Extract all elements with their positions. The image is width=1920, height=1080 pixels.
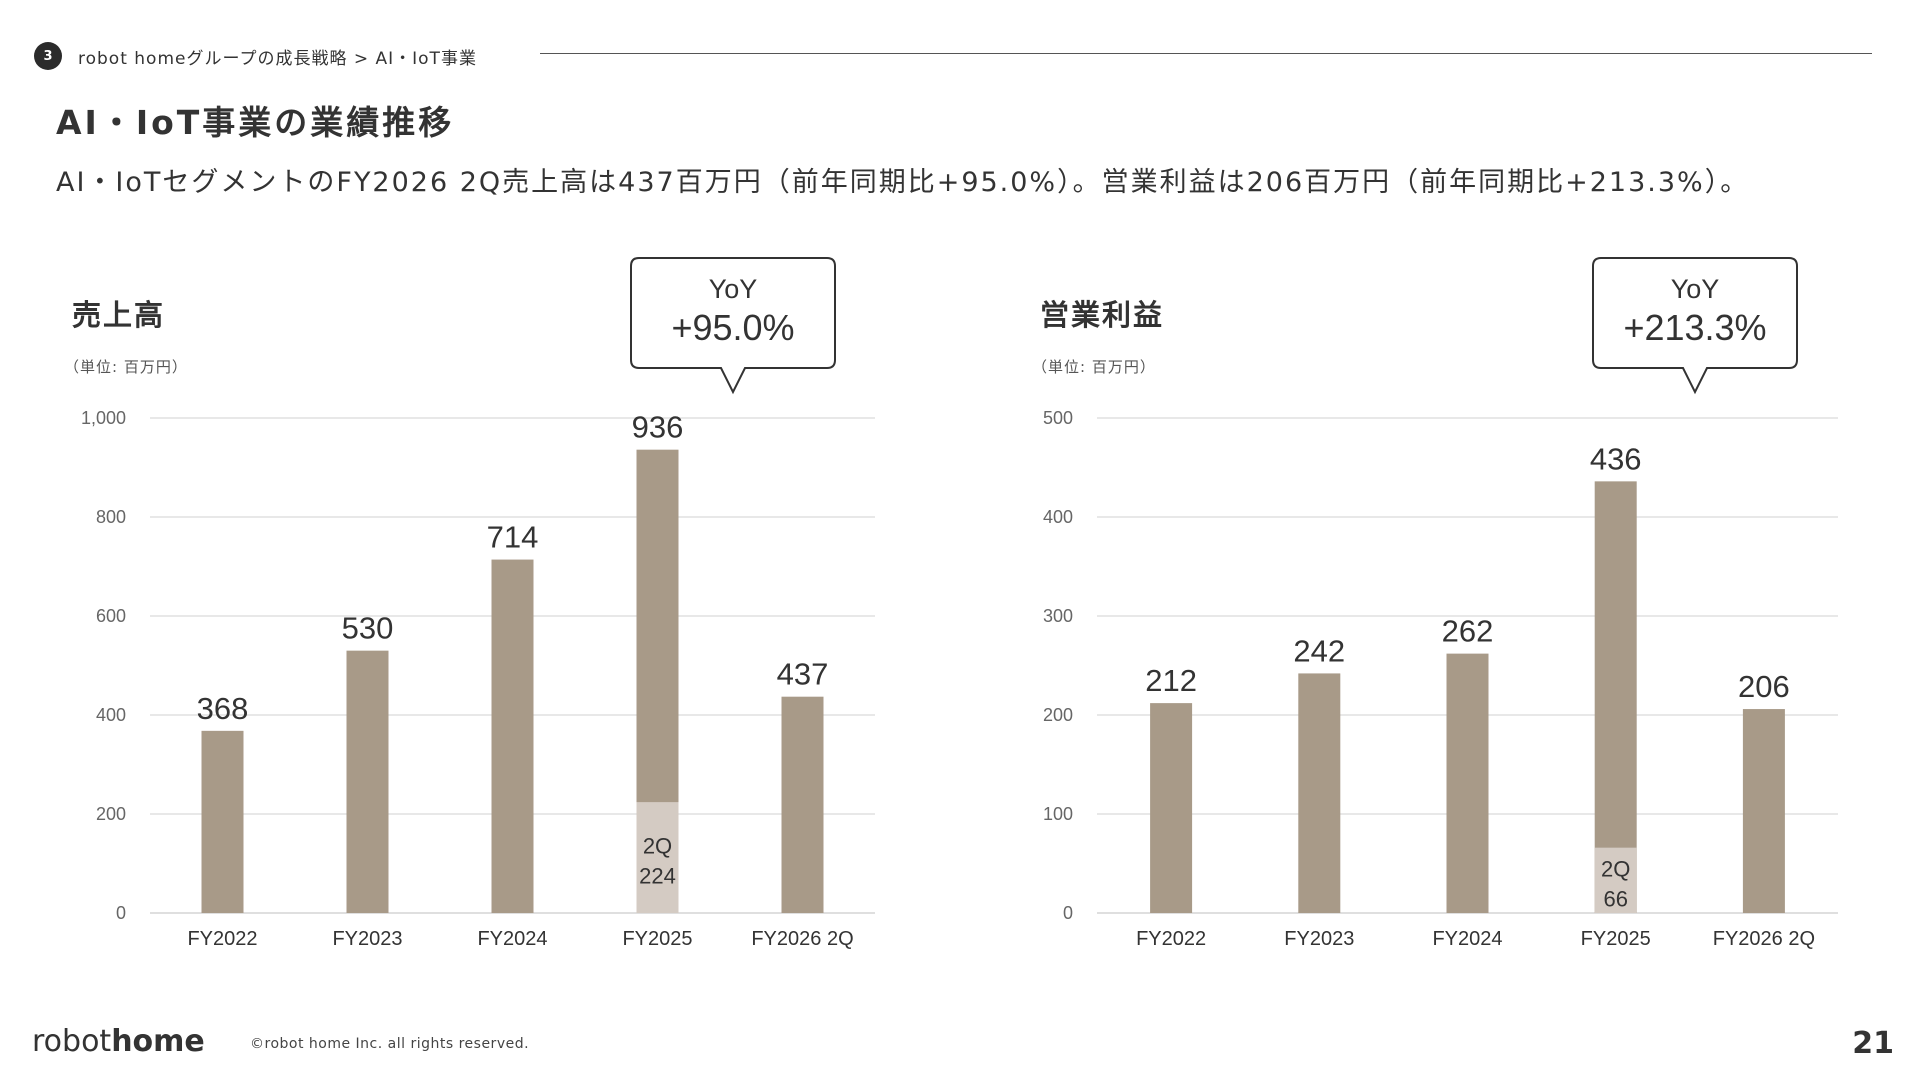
segment-value-2q: 224 bbox=[639, 864, 676, 889]
data-label: 437 bbox=[777, 657, 829, 692]
page-lead-text: AI・IoTセグメントのFY2026 2Q売上高は437百万円（前年同期比+95… bbox=[56, 167, 1750, 198]
x-tick-label: FY2026 2Q bbox=[1713, 928, 1815, 950]
bar-segment-2q bbox=[1594, 847, 1637, 913]
y-tick-label: 0 bbox=[116, 903, 126, 923]
breadcrumb-divider bbox=[540, 53, 1872, 54]
bar-fy2024 bbox=[491, 559, 534, 913]
chart-title-operating-profit: 営業利益 bbox=[1040, 298, 1165, 332]
bar-fy2024 bbox=[1446, 653, 1489, 913]
yoy-callout bbox=[1592, 257, 1798, 395]
bar-fy2023 bbox=[1298, 673, 1341, 913]
robot-home-logo: robothome bbox=[32, 1024, 205, 1059]
bar-segment-2q bbox=[636, 802, 679, 913]
y-tick-label: 0 bbox=[1063, 903, 1073, 923]
data-label: 530 bbox=[342, 611, 394, 646]
x-tick-label: FY2025 bbox=[1581, 928, 1651, 950]
segment-label-2q: 2Q bbox=[643, 834, 672, 859]
x-tick-label: FY2024 bbox=[477, 928, 547, 950]
y-tick-label: 600 bbox=[96, 606, 126, 626]
x-tick-label: FY2023 bbox=[1284, 928, 1354, 950]
x-tick-label: FY2024 bbox=[1432, 928, 1502, 950]
bar-fy2022 bbox=[201, 730, 244, 913]
y-tick-label: 300 bbox=[1043, 606, 1073, 626]
data-label: 436 bbox=[1590, 441, 1642, 476]
x-tick-label: FY2023 bbox=[332, 928, 402, 950]
yoy-callout-label: YoY bbox=[709, 274, 758, 304]
y-tick-label: 400 bbox=[1043, 507, 1073, 527]
x-tick-label: FY2022 bbox=[187, 928, 257, 950]
y-tick-label: 800 bbox=[96, 507, 126, 527]
page-title: AI・IoT事業の業績推移 bbox=[56, 103, 455, 142]
copyright-text: ©robot home Inc. all rights reserved. bbox=[250, 1036, 530, 1052]
yoy-callout-value: +213.3% bbox=[1623, 307, 1766, 348]
y-tick-label: 400 bbox=[96, 705, 126, 725]
data-label: 206 bbox=[1738, 669, 1790, 704]
bar-fy2025 bbox=[1594, 481, 1637, 913]
x-tick-label: FY2025 bbox=[622, 928, 692, 950]
data-label: 262 bbox=[1442, 614, 1494, 649]
data-label: 242 bbox=[1293, 633, 1345, 668]
x-tick-label: FY2022 bbox=[1136, 928, 1206, 950]
y-tick-label: 100 bbox=[1043, 804, 1073, 824]
chart-unit-sales: （単位: 百万円） bbox=[64, 358, 188, 376]
segment-value-2q: 66 bbox=[1603, 886, 1627, 911]
data-label: 368 bbox=[197, 691, 249, 726]
segment-label-2q: 2Q bbox=[1601, 856, 1630, 881]
data-label: 212 bbox=[1145, 663, 1197, 698]
section-number-badge: 3 bbox=[34, 42, 62, 70]
bar-fy2026-2q bbox=[781, 696, 824, 913]
chart-unit-operating-profit: （単位: 百万円） bbox=[1032, 358, 1156, 376]
data-label: 714 bbox=[487, 520, 539, 555]
yoy-callout-label: YoY bbox=[1671, 274, 1720, 304]
y-tick-label: 200 bbox=[96, 804, 126, 824]
bar-fy2023 bbox=[346, 650, 389, 913]
breadcrumb: robot homeグループの成長戦略 > AI・IoT事業 bbox=[78, 49, 477, 69]
yoy-callout-value: +95.0% bbox=[671, 307, 794, 348]
y-tick-label: 200 bbox=[1043, 705, 1073, 725]
chart-title-sales: 売上高 bbox=[72, 298, 166, 332]
bar-fy2022 bbox=[1150, 703, 1193, 913]
bar-fy2026-2q bbox=[1742, 709, 1785, 913]
y-tick-label: 1,000 bbox=[81, 408, 126, 428]
x-tick-label: FY2026 2Q bbox=[751, 928, 853, 950]
yoy-callout bbox=[630, 257, 836, 395]
y-tick-label: 500 bbox=[1043, 408, 1073, 428]
page-number: 21 bbox=[1852, 1026, 1894, 1061]
data-label: 936 bbox=[632, 410, 684, 445]
